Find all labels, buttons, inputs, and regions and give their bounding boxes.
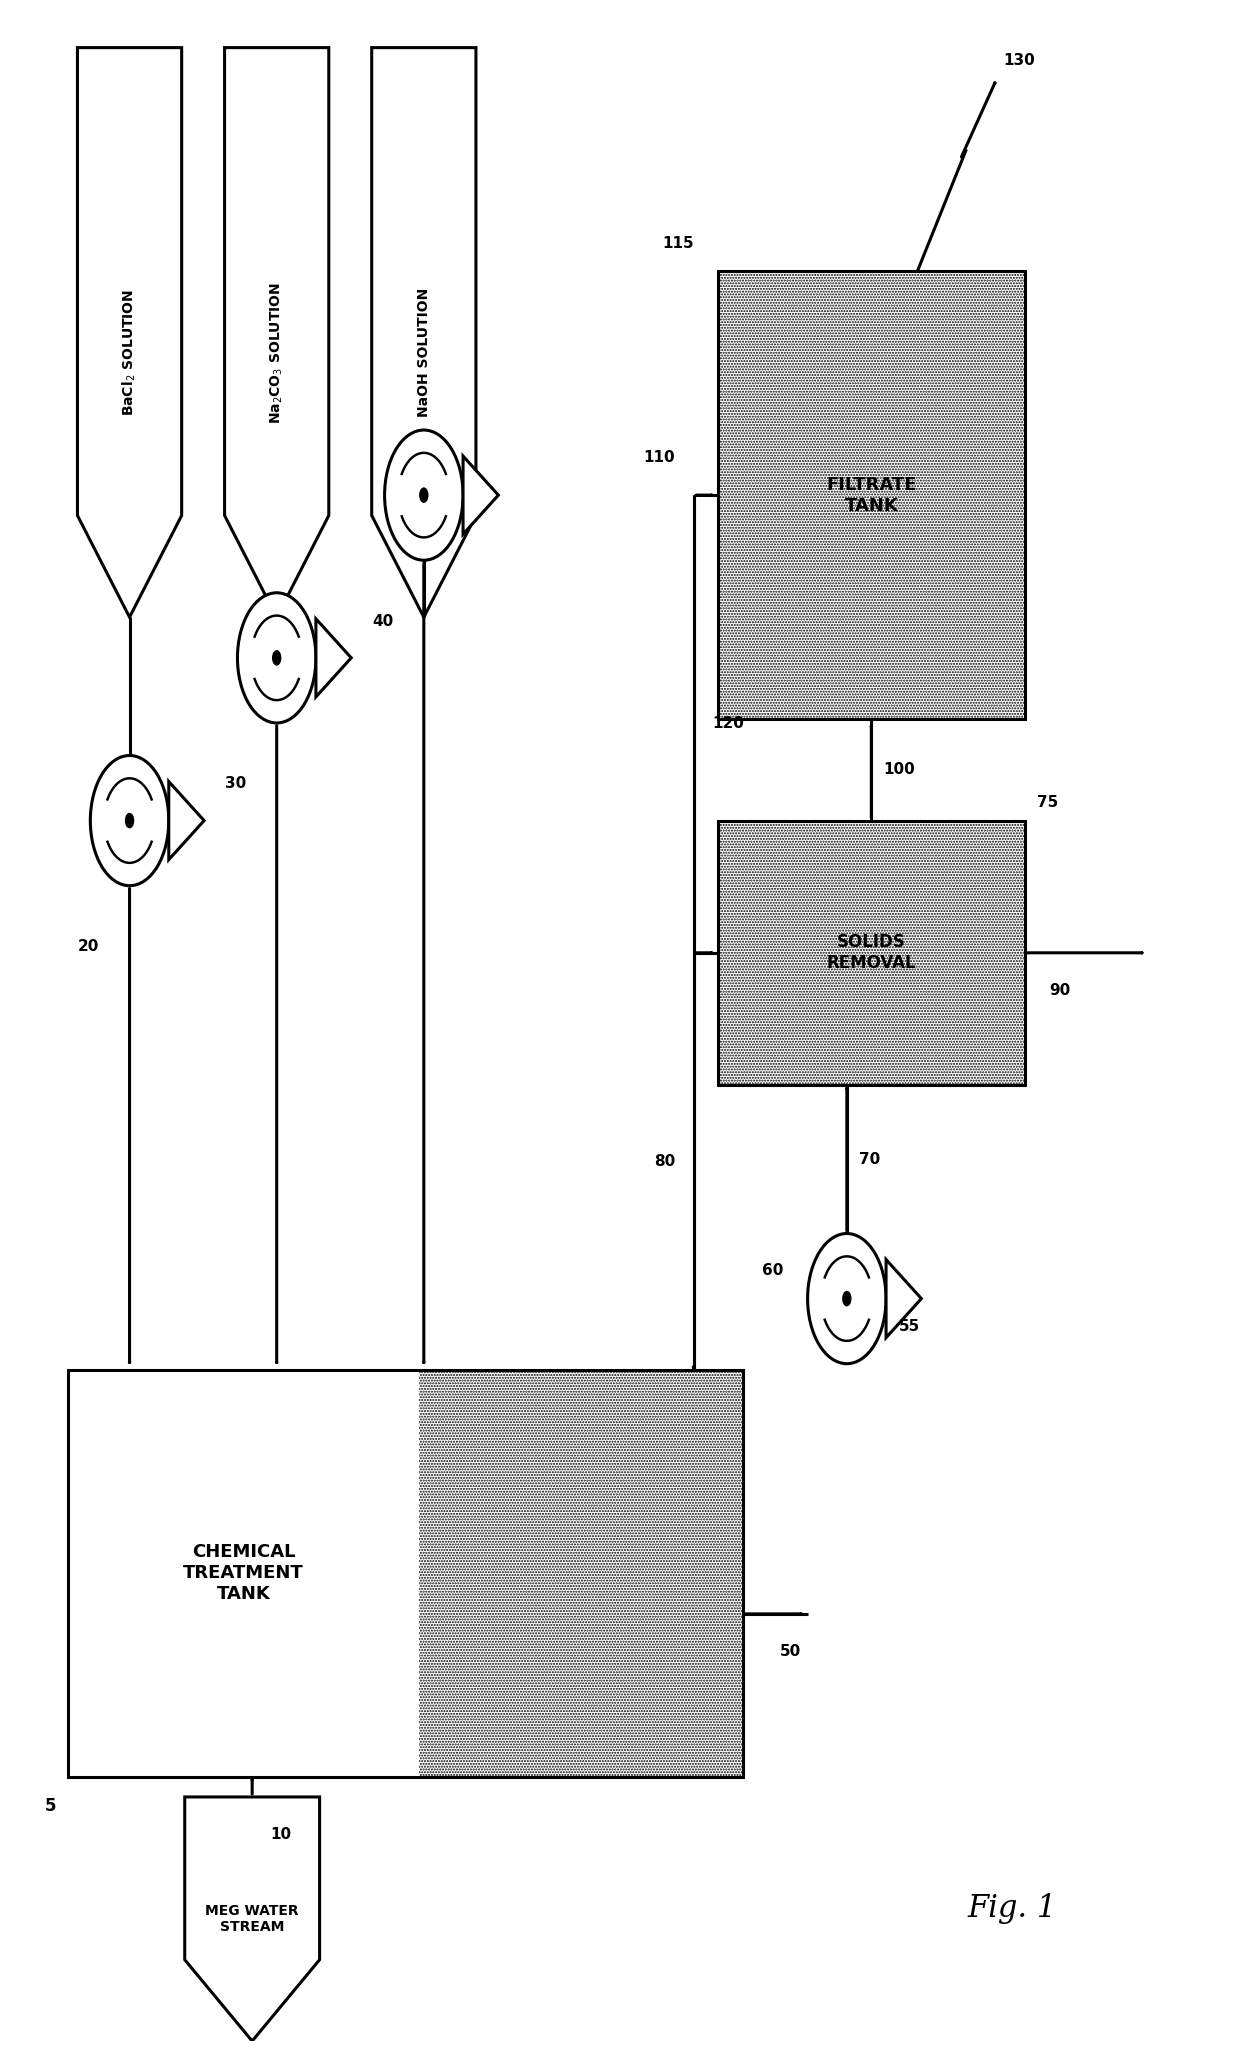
Polygon shape: [77, 47, 182, 616]
Text: 110: 110: [644, 451, 675, 465]
Text: MEG WATER
STREAM: MEG WATER STREAM: [206, 1905, 299, 1933]
Circle shape: [125, 813, 134, 827]
Polygon shape: [169, 782, 205, 860]
Bar: [419, 1370, 743, 1776]
Text: BaCl$_2$ SOLUTION: BaCl$_2$ SOLUTION: [120, 289, 138, 416]
Circle shape: [237, 592, 316, 723]
Text: 60: 60: [761, 1264, 784, 1278]
Text: 80: 80: [653, 1153, 675, 1169]
Polygon shape: [185, 1796, 320, 2042]
Text: 40: 40: [372, 614, 393, 629]
Bar: [718, 272, 1024, 719]
Polygon shape: [463, 457, 498, 535]
Bar: [718, 821, 1024, 1085]
Circle shape: [419, 487, 429, 504]
Text: CHEMICAL
TREATMENT
TANK: CHEMICAL TREATMENT TANK: [184, 1544, 304, 1604]
Polygon shape: [887, 1260, 921, 1337]
Bar: [419, 1370, 743, 1776]
Text: 70: 70: [859, 1151, 880, 1167]
Circle shape: [272, 649, 281, 666]
Text: 90: 90: [1049, 983, 1070, 997]
Polygon shape: [224, 47, 329, 616]
Text: 30: 30: [224, 776, 246, 791]
Text: 115: 115: [662, 236, 693, 252]
Text: SOLIDS
REMOVAL: SOLIDS REMOVAL: [827, 934, 916, 973]
Text: NaOH SOLUTION: NaOH SOLUTION: [417, 289, 430, 418]
Text: 5: 5: [45, 1796, 56, 1815]
Polygon shape: [316, 618, 351, 696]
Bar: [718, 821, 1024, 1085]
Circle shape: [807, 1233, 887, 1364]
Text: 55: 55: [898, 1319, 920, 1333]
Text: 120: 120: [712, 717, 744, 731]
Bar: [68, 1370, 743, 1776]
Polygon shape: [372, 47, 476, 616]
Circle shape: [842, 1290, 852, 1307]
Text: 75: 75: [1037, 795, 1058, 811]
Text: 130: 130: [1003, 53, 1035, 68]
Text: FILTRATE
TANK: FILTRATE TANK: [826, 475, 916, 514]
Text: Fig. 1: Fig. 1: [967, 1892, 1056, 1925]
Text: 10: 10: [270, 1827, 291, 1843]
Text: 100: 100: [884, 762, 915, 778]
Text: Na$_2$CO$_3$ SOLUTION: Na$_2$CO$_3$ SOLUTION: [269, 283, 285, 424]
Bar: [718, 272, 1024, 719]
Circle shape: [384, 430, 463, 561]
Text: 50: 50: [780, 1645, 801, 1659]
Circle shape: [91, 756, 169, 885]
Text: 20: 20: [78, 940, 99, 954]
